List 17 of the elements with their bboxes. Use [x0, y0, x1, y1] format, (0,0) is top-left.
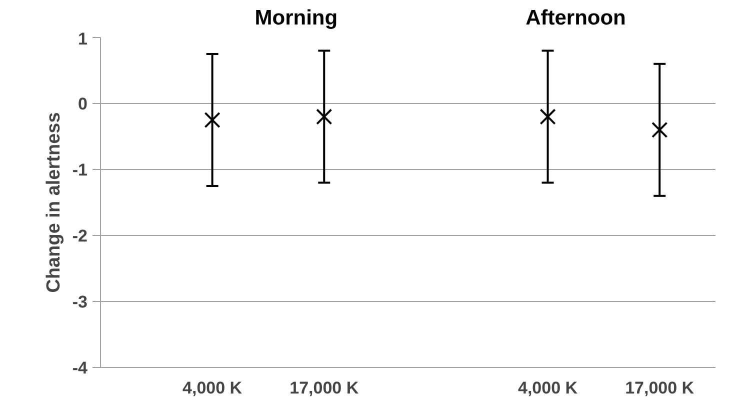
text: Morning	[254, 6, 338, 30]
x-tick-label: 17,000 K	[625, 378, 695, 398]
y-tick-label: 1	[78, 30, 88, 48]
x-tick-label: 4,000 K	[518, 378, 578, 398]
point	[204, 112, 220, 128]
point	[652, 122, 668, 138]
y-tick-label: -2	[72, 226, 88, 246]
y-tick-label: -3	[72, 292, 88, 312]
y-axis-title: Change in alertness	[43, 112, 64, 293]
x-tick-label: 4,000 K	[182, 378, 243, 398]
text: Afternoon	[526, 6, 626, 30]
point	[316, 108, 332, 125]
y-tick-label: 0	[78, 94, 88, 114]
x-tick-label: 17,000 K	[290, 378, 360, 398]
y-tick-label: -1	[72, 160, 88, 180]
point	[540, 108, 556, 125]
y-tick-label: -4	[72, 358, 88, 378]
